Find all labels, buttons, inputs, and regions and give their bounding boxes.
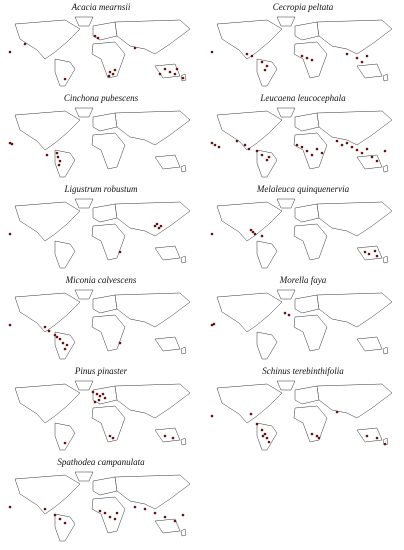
map-outline: [216, 107, 393, 178]
map-outline: [216, 289, 393, 360]
panel-title: Ligustrum robustum: [64, 184, 138, 194]
panel-title: Leucaena leucocephala: [259, 93, 346, 103]
map-panel: Cecropia peltata: [210, 2, 393, 87]
map-outline: [14, 107, 191, 178]
occurrence-dots: [8, 141, 62, 167]
map-panel: Schinus terebinthifolia: [210, 366, 393, 451]
map-outline: [216, 380, 393, 451]
occurrence-dots: [210, 139, 387, 163]
map-panel: Ligustrum robustum: [8, 184, 191, 269]
world-map: [210, 380, 393, 451]
world-map: [8, 198, 191, 269]
map-panel: Acacia mearnsii: [8, 2, 191, 87]
panel-title: Schinus terebinthifolia: [262, 366, 344, 376]
map-outline: [14, 380, 191, 451]
map-outline: [216, 16, 393, 87]
map-outline: [14, 289, 191, 360]
panel-title: Pinus pinaster: [74, 366, 128, 376]
world-map: [8, 16, 191, 87]
map-panel: Melaleuca quinquenervia: [210, 184, 393, 269]
occurrence-dots: [8, 34, 185, 81]
occurrence-dots: [210, 50, 369, 72]
map-outline: [14, 16, 191, 87]
occurrence-dots: [210, 311, 291, 327]
world-map: [8, 289, 191, 360]
map-panel: Pinus pinaster: [14, 366, 191, 451]
world-map: [8, 471, 191, 542]
world-map: [210, 16, 393, 87]
world-map: [210, 198, 393, 269]
occurrence-dots: [63, 390, 175, 445]
map-panel: Leucaena leucocephala: [210, 93, 393, 178]
map-panel: Spathodea campanulata: [8, 457, 191, 542]
panel-title: Melaleuca quinquenervia: [256, 184, 350, 194]
map-panel: Miconia calvescens: [8, 275, 191, 360]
map-outline: [14, 471, 191, 542]
map-panel: Morella faya: [210, 275, 393, 360]
map-panel: Cinchona pubescens: [8, 93, 191, 178]
occurrence-dots: [8, 222, 163, 254]
world-map: [14, 380, 191, 451]
world-map: [210, 107, 393, 178]
world-map: [8, 107, 191, 178]
occurrence-dots: [8, 323, 122, 351]
map-outline: [14, 198, 191, 269]
panel-title: Acacia mearnsii: [71, 2, 131, 12]
occurrence-dots: [210, 410, 387, 446]
panel-title: Morella faya: [279, 275, 327, 285]
panel-title: Miconia calvescens: [65, 275, 137, 285]
world-map: [210, 289, 393, 360]
panel-title: Cinchona pubescens: [64, 93, 139, 103]
occurrence-dots: [210, 228, 379, 258]
panel-title: Spathodea campanulata: [57, 457, 145, 467]
occurrence-dots: [8, 505, 185, 525]
panel-title: Cecropia peltata: [273, 2, 334, 12]
map-outline: [216, 198, 393, 269]
